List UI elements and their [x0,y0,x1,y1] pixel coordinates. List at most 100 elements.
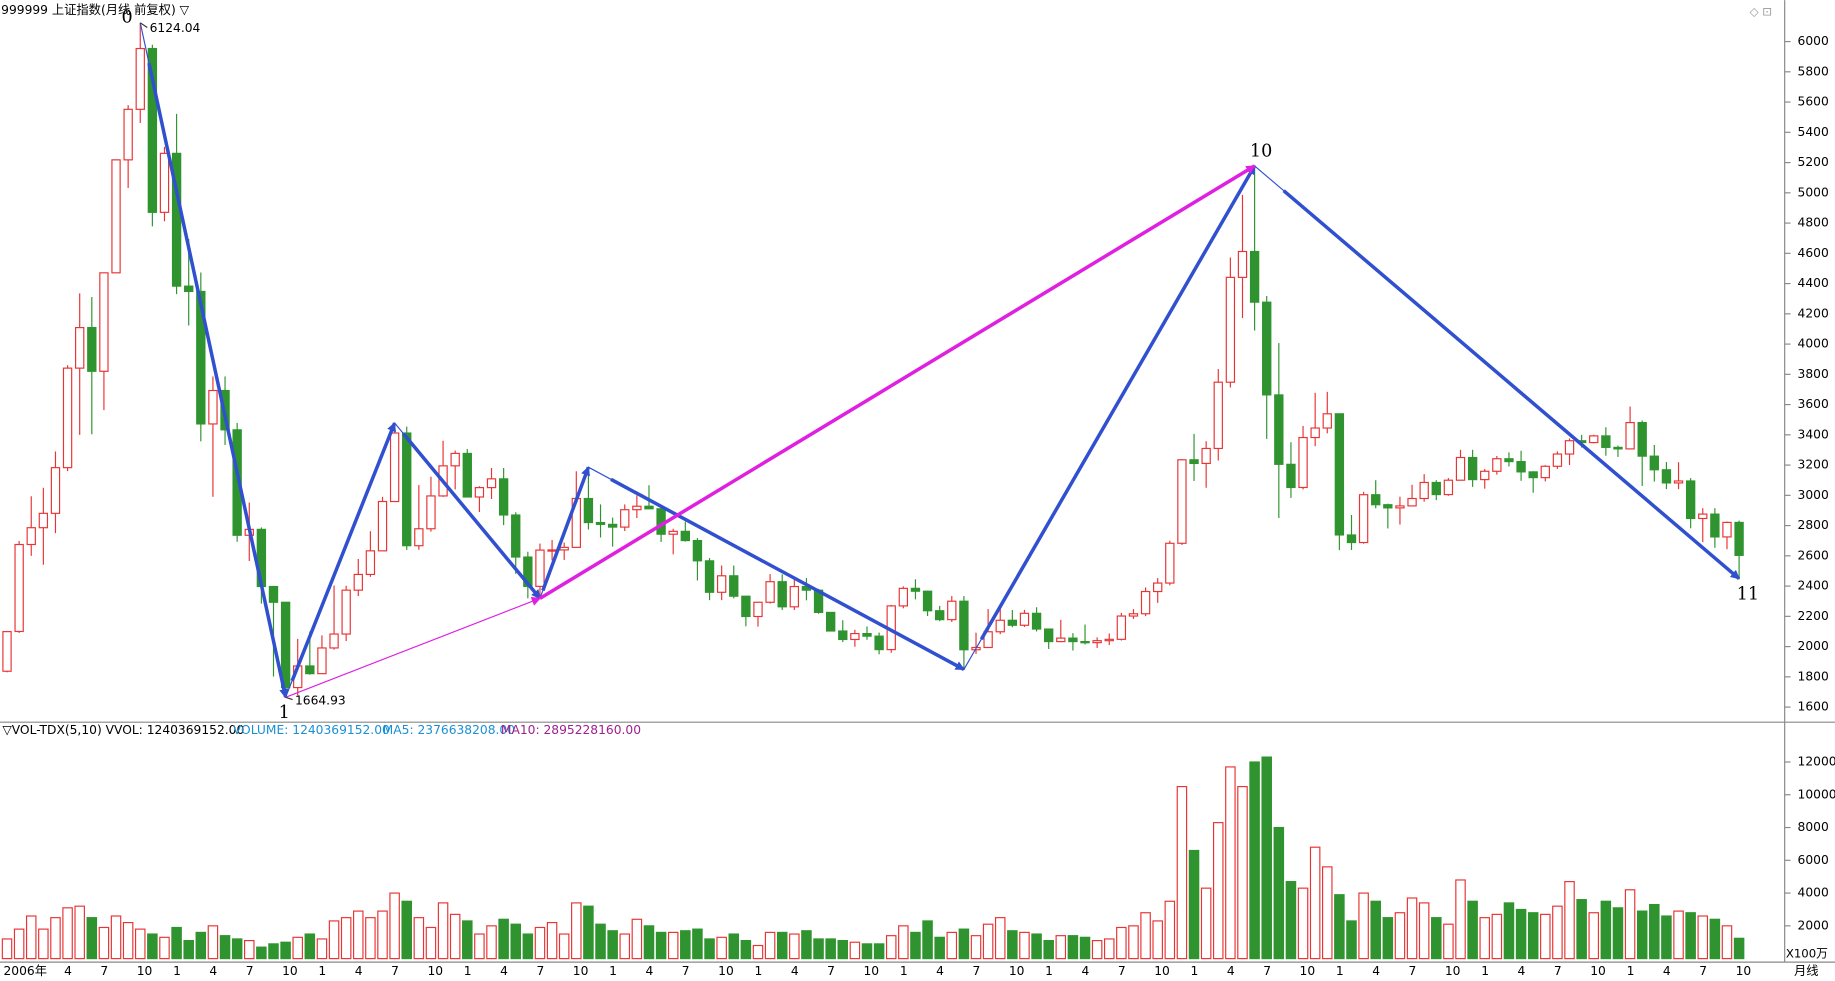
wave-line [539,164,1256,600]
y-tick-label: 2000 [1798,918,1829,932]
volume-bar [1007,930,1018,960]
candle-body [377,500,388,552]
volume-bar [910,931,921,960]
extreme-pointer [285,696,293,701]
candle-body [850,632,860,641]
volume-bar [631,918,643,960]
candle-body [1322,413,1332,429]
volume-bar [401,900,412,960]
candle-body [329,633,339,649]
volume-bar [1297,887,1309,960]
x-tick-label: 4 [1518,964,1526,978]
candle-body [983,631,993,649]
volume-bar [716,936,727,960]
candle-body [1189,459,1199,465]
volume-bar [946,931,958,960]
candle-body [1298,436,1308,489]
wave-line [290,421,397,682]
volume-bar [86,917,98,960]
candle-body [1358,494,1369,544]
y-tick-label: 4800 [1798,216,1829,230]
candle-body [644,505,654,510]
candle-body [317,647,327,675]
candle-body [789,585,800,608]
volume-bar [413,917,425,960]
x-tick-label: 7 [391,964,399,978]
candle-body [1467,456,1478,481]
volume-bar [958,928,970,960]
extreme-label: 6124.04 [150,21,201,35]
volume-bar [462,920,473,960]
y-tick-label: 4000 [1798,337,1829,351]
candle-body [583,497,594,524]
candle-body [1637,421,1647,457]
volume-bar [1540,913,1551,960]
window-icons[interactable]: ◇ ⊡ [1750,4,1773,18]
volume-bar [764,931,776,960]
volume-bar [667,931,679,960]
candle-body [620,509,630,528]
candle-body [1056,637,1066,643]
candle-body [1153,582,1163,593]
x-tick-label: 4 [645,964,653,978]
candle-body [62,367,73,469]
x-tick-label: 7 [1409,964,1417,978]
y-tick-label: 4000 [1798,886,1829,900]
candle-body [196,290,206,425]
volume-bar [619,933,631,960]
candle-body [1661,469,1672,484]
x-tick-label: 1 [464,964,472,978]
volume-bar [1261,756,1272,960]
volume-bar [207,925,219,960]
x-tick-label: 4 [500,964,508,978]
volume-bar [1418,902,1430,960]
candle-body [1698,513,1708,520]
wave-line [541,466,591,592]
x-tick-label: 10 [427,964,443,978]
volume-bar [813,938,824,960]
candle-body [595,521,606,525]
volume-bar [1370,900,1381,960]
volume-bar [546,921,558,960]
candle-body [559,546,569,551]
volume-unit: X100万 [1786,946,1828,960]
candle-body [426,495,436,530]
x-tick-label: 10 [718,964,734,978]
candle-body [1734,521,1744,556]
volume-bar [994,917,1006,960]
candle-body [389,432,400,503]
volume-bar [1212,822,1224,960]
candle-body [1407,497,1417,507]
candle-body [1044,628,1054,643]
volume-bar [1225,766,1236,960]
candle-body [1383,504,1393,509]
x-tick-label: 7 [100,964,108,978]
x-tick-label: 7 [973,964,981,978]
candle-body [1334,413,1345,536]
candle-body [2,631,12,672]
candle-body [1225,276,1236,383]
candle-body [365,550,376,576]
candle-body [1080,641,1090,644]
volume-bar [280,941,291,960]
volume-bar [849,941,861,960]
volume-bar [1188,849,1200,960]
y-tick-label: 4400 [1798,276,1829,290]
candle-body [1165,542,1175,584]
candle-body [87,327,97,372]
volume-bar [1649,903,1660,960]
candle-body [135,47,145,110]
candle-body [111,159,121,274]
y-tick-label: 4200 [1798,306,1829,320]
volume-bar [1249,761,1260,960]
volume-bar [571,902,582,960]
volume-bar [1673,910,1684,960]
x-tick-label: 10 [137,964,153,978]
candle-body [414,528,424,547]
volume-bar [970,935,982,960]
volume-bar [1382,917,1394,960]
volume-bar [643,925,655,960]
y-tick-label: 5000 [1798,185,1829,199]
volume-bar [1661,915,1672,960]
x-tick-label: 1 [318,964,326,978]
